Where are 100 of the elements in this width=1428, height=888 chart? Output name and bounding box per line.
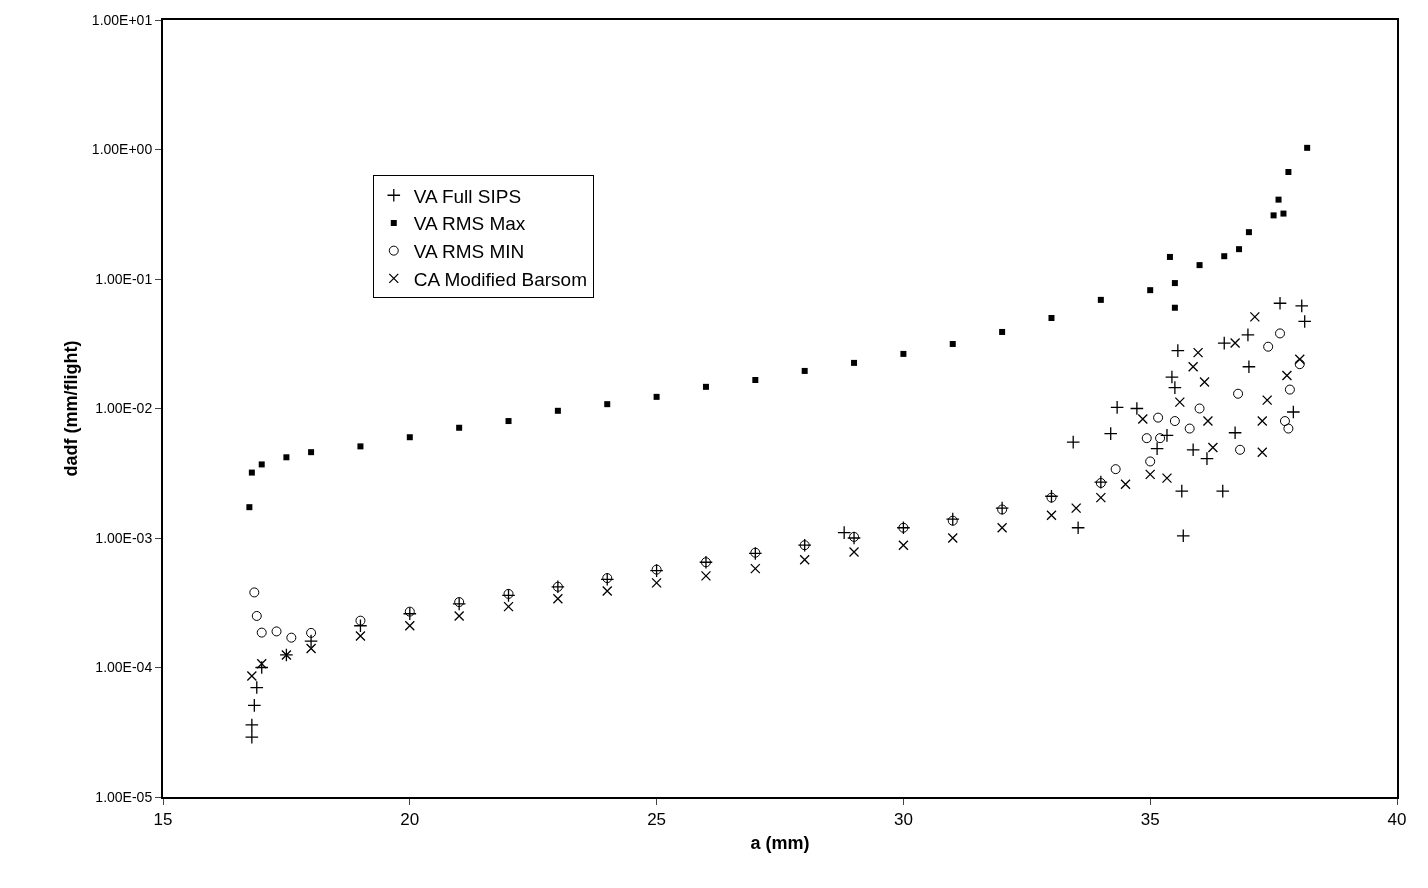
point: [1071, 520, 1086, 535]
point: [283, 454, 290, 461]
point: [752, 377, 759, 383]
point: [1286, 405, 1301, 419]
point: [1166, 253, 1173, 260]
point: [1161, 472, 1173, 484]
point: [1155, 433, 1166, 444]
point: [1097, 296, 1104, 303]
point: [249, 680, 264, 695]
point: [271, 626, 282, 637]
point: [246, 670, 257, 682]
point: [1235, 444, 1246, 455]
point: [1270, 212, 1277, 219]
point: [1280, 210, 1287, 217]
point: [1174, 396, 1185, 408]
point: [1095, 492, 1106, 503]
point: [1110, 400, 1125, 415]
point: [651, 577, 662, 589]
point: [1174, 484, 1189, 499]
y-tick-label: 1.00E-04: [95, 659, 153, 676]
point: [1217, 336, 1232, 351]
point: [1194, 403, 1205, 414]
point: [1171, 304, 1178, 311]
point: [1164, 370, 1179, 384]
point: [1285, 169, 1292, 176]
x-tick-label: 15: [153, 810, 173, 830]
point: [505, 418, 512, 425]
point: [1129, 401, 1144, 416]
point: [404, 620, 415, 631]
point: [247, 698, 262, 713]
point: [848, 546, 860, 558]
x-axis-title: a (mm): [750, 833, 810, 853]
point: [1279, 416, 1290, 427]
point: [355, 630, 366, 642]
point: [1145, 469, 1156, 480]
point: [1150, 441, 1165, 456]
point: [1229, 337, 1241, 349]
point: [503, 601, 514, 612]
point: [1071, 503, 1082, 514]
point: [402, 606, 417, 621]
y-tick-label: 1.00E-05: [95, 788, 153, 805]
point: [305, 643, 317, 654]
point: [1297, 314, 1312, 329]
point: [1141, 433, 1152, 444]
point: [1192, 347, 1204, 358]
point: [1236, 246, 1243, 253]
point: [248, 469, 255, 476]
point: [799, 554, 810, 565]
point: [1245, 229, 1252, 236]
point: [1294, 359, 1305, 370]
point: [254, 660, 269, 675]
point: [1249, 311, 1260, 323]
point: [1281, 370, 1293, 381]
point: [1145, 456, 1156, 467]
point: [1263, 341, 1274, 352]
point: [306, 627, 317, 638]
x-tick-label: 25: [647, 810, 667, 830]
point: [1103, 426, 1118, 441]
point: [454, 610, 465, 622]
point: [1196, 262, 1203, 269]
point: [1200, 451, 1214, 466]
point: [1153, 412, 1164, 423]
point: [1184, 423, 1195, 434]
point: [251, 610, 262, 621]
point: [949, 340, 956, 347]
point: [357, 443, 364, 450]
point: [1294, 354, 1305, 365]
point: [1171, 280, 1178, 287]
point: [1304, 144, 1311, 151]
point: [1221, 253, 1228, 260]
point: [1294, 298, 1309, 313]
point: [353, 618, 368, 633]
y-tick-label: 1.00E-02: [95, 400, 153, 417]
point: [456, 424, 463, 431]
point: [1137, 413, 1148, 425]
point: [1169, 416, 1180, 427]
point: [406, 434, 413, 441]
point: [1120, 479, 1131, 490]
point: [1215, 484, 1230, 499]
point: [1046, 510, 1057, 521]
point: [355, 615, 366, 626]
point: [308, 449, 315, 456]
y-tick-label: 1.00E-01: [95, 270, 153, 287]
point: [304, 634, 319, 649]
point: [801, 367, 808, 374]
point: [947, 532, 958, 544]
legend-label: VA RMS Max: [413, 213, 526, 235]
point: [653, 393, 660, 400]
point: [404, 606, 415, 617]
point: [1257, 415, 1268, 427]
point: [1199, 376, 1210, 388]
legend-label: VA RMS MIN: [413, 241, 525, 263]
point: [996, 522, 1008, 533]
x-tick-label: 40: [1387, 810, 1407, 830]
x-tick-label: 30: [893, 810, 913, 830]
y-tick-label: 1.00E+01: [91, 11, 153, 28]
point: [501, 588, 516, 603]
point: [900, 350, 907, 357]
y-tick-label: 1.00E+00: [91, 141, 153, 158]
x-tick-label: 35: [1140, 810, 1160, 830]
